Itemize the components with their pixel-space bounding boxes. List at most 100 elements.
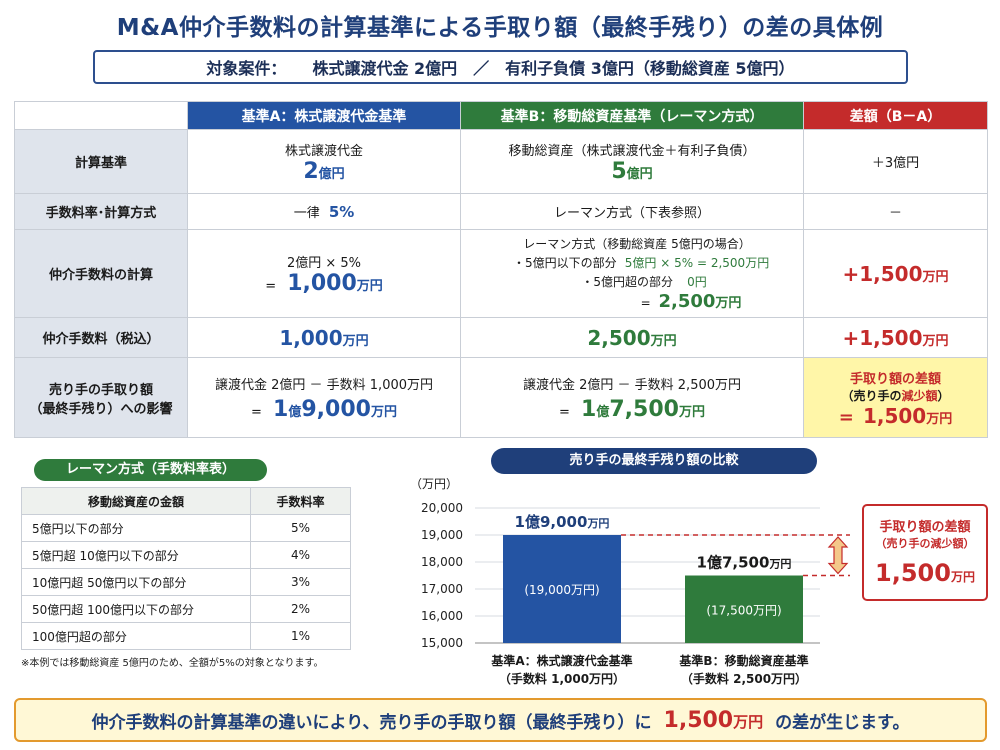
diff-calc-unit: 万円 bbox=[922, 269, 949, 285]
rate-range: 10億円超 50億円以下の部分 bbox=[21, 568, 251, 596]
row-label-calc: 仲介手数料の計算 bbox=[14, 229, 188, 318]
row-calc: 仲介手数料の計算 2億円 × 5% = 1,000万円 レーマン方式（移動総資産… bbox=[14, 229, 988, 318]
cell-a-rate: 一律 5% bbox=[187, 193, 461, 230]
case-text: 株式譲渡代金 2億円 ／ 有利子負債 3億円（移動総資産 5億円） bbox=[312, 59, 795, 78]
rate-value: 5% bbox=[250, 514, 351, 542]
b-calc-heading: レーマン方式（移動総資産 5億円の場合） bbox=[523, 236, 751, 251]
rate-col-rate: 手数料率 bbox=[250, 487, 351, 515]
row-label-fee: 仲介手数料（税込） bbox=[14, 317, 188, 358]
banner-number: 1,500 bbox=[663, 707, 734, 733]
a-calc-unit: 万円 bbox=[356, 278, 383, 294]
b-fee-unit: 万円 bbox=[650, 333, 677, 349]
x-category-label: 基準B：移動総資産基準 bbox=[678, 653, 808, 668]
diff-fee-unit: 万円 bbox=[922, 333, 949, 349]
rate-range: 50億円超 100億円以下の部分 bbox=[21, 595, 251, 623]
rate-value: 2% bbox=[250, 595, 351, 623]
cell-diff-fee: +1,500万円 bbox=[803, 317, 988, 358]
diff-net-line2: （売り手の減少額） bbox=[804, 387, 987, 404]
banner-amount: 1,500万円 bbox=[664, 708, 764, 733]
header-basis-a: 基準A：株式譲渡代金基準 bbox=[187, 101, 461, 130]
a-fee-number: 1,000 bbox=[279, 325, 343, 350]
x-category-sublabel: （手数料 1,000万円） bbox=[499, 671, 625, 686]
cell-a-net: 譲渡代金 2億円 － 手数料 1,000万円 = 1億9,000万円 bbox=[187, 357, 461, 438]
rate-col-amount: 移動総資産の金額 bbox=[21, 487, 251, 515]
cell-a-fee: 1,000万円 bbox=[187, 317, 461, 358]
cell-diff-calc: +1,500万円 bbox=[803, 229, 988, 318]
net-label-line2: （最終手残り）への影響 bbox=[29, 401, 173, 417]
cell-a-basis: 株式譲渡代金 2億円 bbox=[187, 129, 461, 194]
chart-title: 売り手の最終手残り額の比較 bbox=[491, 448, 817, 474]
b-basis-number: 5 bbox=[611, 158, 627, 184]
banner-post: の差が生じます。 bbox=[775, 712, 910, 733]
y-tick-label: 15,000 bbox=[421, 636, 463, 650]
diff-net-line2-pre: （売り手の bbox=[841, 388, 902, 403]
a-calc-formula: 2億円 × 5% bbox=[286, 255, 362, 271]
bar-1 bbox=[685, 575, 803, 643]
diff-net-line2-em: 減少額 bbox=[901, 388, 938, 403]
table-row: 5億円以下の部分 5% bbox=[21, 514, 351, 542]
y-tick-label: 19,000 bbox=[421, 528, 463, 542]
a-net-unit: 万円 bbox=[370, 404, 397, 420]
y-tick-label: 16,000 bbox=[421, 609, 463, 623]
banner-unit: 万円 bbox=[733, 712, 764, 731]
conclusion-banner: 仲介手数料の計算基準の違いにより、売り手の手取り額（最終手残り）に 1,500万… bbox=[14, 698, 987, 742]
comparison-bar-chart: （万円） 15,000 16,000 17,000 18,000 19,000 20,000… bbox=[410, 477, 850, 686]
rate-value: 3% bbox=[250, 568, 351, 596]
a-basis-text: 株式譲渡代金 bbox=[284, 143, 363, 159]
y-tick-label: 20,000 bbox=[421, 501, 463, 515]
table-row: 10億円超 50億円以下の部分 3% bbox=[21, 568, 351, 596]
a-net-formula: 譲渡代金 2億円 － 手数料 1,000万円 bbox=[214, 377, 434, 393]
cell-b-fee: 2,500万円 bbox=[460, 317, 804, 358]
a-fee-unit: 万円 bbox=[342, 333, 369, 349]
b-calc-item1-label: ・5億円以下の部分 bbox=[512, 255, 617, 270]
bar-inner-label: (19,000万円) bbox=[524, 583, 599, 597]
a-basis-number: 2 bbox=[303, 158, 319, 184]
bar-top-label: 1億9,000万円 bbox=[515, 513, 610, 531]
b-calc-item1-value: 5億円 × 5% = 2,500万円 bbox=[624, 255, 770, 270]
cell-diff-rate: － bbox=[803, 193, 988, 230]
callout-line1: 手取り額の差額 bbox=[879, 520, 971, 535]
callout-line2: （売り手の減少額） bbox=[875, 537, 975, 550]
rate-range: 100億円超の部分 bbox=[21, 622, 251, 650]
row-basis: 計算基準 株式譲渡代金 2億円 移動総資産（株式譲渡代金＋有利子負債） 5億円 … bbox=[14, 129, 988, 194]
b-net-oku-unit: 億 bbox=[596, 404, 610, 420]
banner-pre: 仲介手数料の計算基準の違いにより、売り手の手取り額（最終手残り）に bbox=[91, 712, 652, 733]
callout-number: 1,500 bbox=[875, 559, 951, 587]
y-axis-unit: （万円） bbox=[410, 477, 458, 491]
b-fee-number: 2,500 bbox=[587, 325, 651, 350]
diff-fee-number: +1,500 bbox=[842, 325, 923, 350]
header-difference: 差額（B－A） bbox=[803, 101, 988, 130]
x-category-label: 基準A：株式譲渡代金基準 bbox=[490, 653, 632, 668]
case-label: 対象案件： bbox=[206, 59, 287, 78]
a-calc-number: 1,000 bbox=[287, 270, 357, 296]
table-row: 5億円超 10億円以下の部分 4% bbox=[21, 541, 351, 569]
cell-a-calc: 2億円 × 5% = 1,000万円 bbox=[187, 229, 461, 318]
cell-b-basis: 移動総資産（株式譲渡代金＋有利子負債） 5億円 bbox=[460, 129, 804, 194]
rate-range: 5億円以下の部分 bbox=[21, 514, 251, 542]
x-category-sublabel: （手数料 2,500万円） bbox=[681, 671, 807, 686]
a-net-oku: 1 bbox=[273, 396, 289, 422]
bar-inner-label: (17,500万円) bbox=[706, 603, 781, 617]
b-net-oku: 1 bbox=[581, 396, 597, 422]
row-fee: 仲介手数料（税込） 1,000万円 2,500万円 +1,500万円 bbox=[14, 317, 988, 358]
b-calc-unit: 万円 bbox=[715, 295, 742, 311]
net-label-line1: 売り手の手取り額 bbox=[48, 382, 153, 398]
diff-net-number: 1,500 bbox=[862, 403, 927, 428]
b-basis-text: 移動総資産（株式譲渡代金＋有利子負債） bbox=[508, 143, 756, 159]
rate-value: 1% bbox=[250, 622, 351, 650]
b-calc-item2-label: ・5億円超の部分 bbox=[581, 274, 673, 289]
a-basis-unit: 億円 bbox=[318, 166, 345, 182]
comparison-table: 基準A：株式譲渡代金基準 基準B：移動総資産基準（レーマン方式） 差額（B－A）… bbox=[14, 101, 988, 438]
row-label-net: 売り手の手取り額 （最終手残り）への影響 bbox=[14, 357, 188, 438]
diff-net-unit: 万円 bbox=[926, 411, 953, 427]
a-calc-equals: = bbox=[265, 278, 277, 294]
a-rate-number: 5% bbox=[328, 203, 355, 221]
difference-callout: 手取り額の差額 （売り手の減少額） 1,500万円 bbox=[862, 504, 988, 601]
cell-diff-basis: ＋3億円 bbox=[803, 129, 988, 194]
rate-table-tag: レーマン方式（手数料率表） bbox=[34, 459, 267, 481]
page-title: M&A仲介手数料の計算基準による手取り額（最終手残り）の差の具体例 bbox=[116, 15, 884, 41]
b-net-equals: = bbox=[559, 404, 570, 420]
table-row: 100億円超の部分 1% bbox=[21, 622, 351, 650]
a-net-equals: = bbox=[251, 404, 262, 420]
bar-0 bbox=[503, 535, 621, 643]
